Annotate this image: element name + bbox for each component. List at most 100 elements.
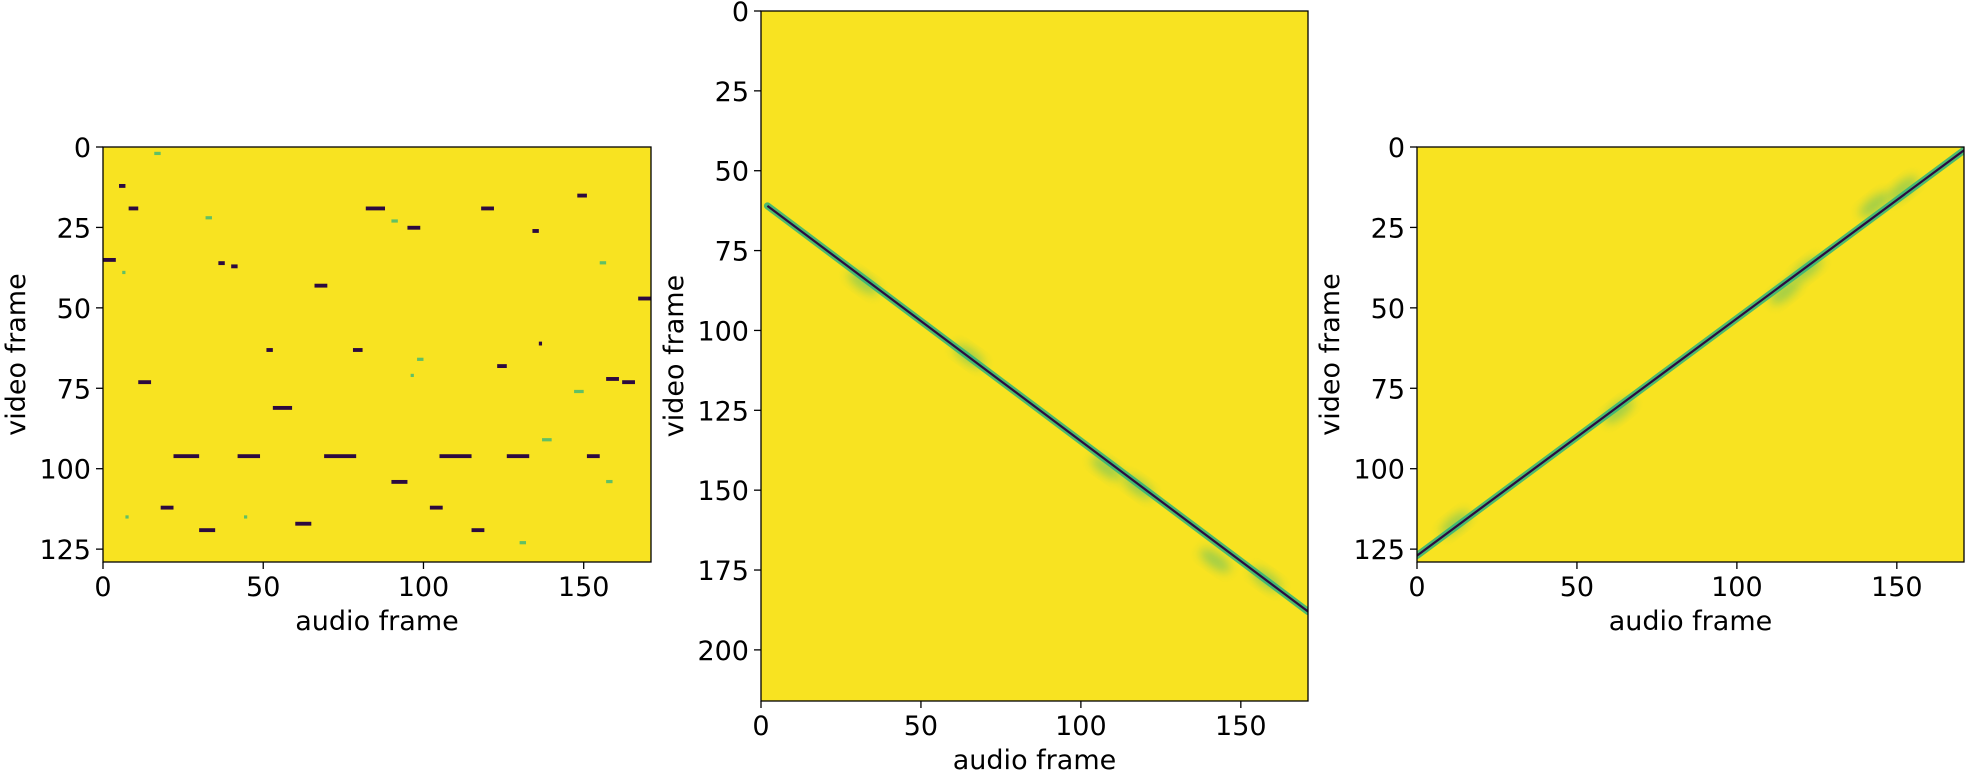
heatmap-segment <box>160 505 174 510</box>
y-tick-label: 0 <box>732 0 749 28</box>
heatmap-cells <box>1417 147 1964 560</box>
y-tick-label: 175 <box>697 556 749 587</box>
plot-frame <box>102 146 652 563</box>
x-tick-label: 100 <box>398 572 450 603</box>
heatmap-segment <box>497 364 507 369</box>
x-tick-label: 100 <box>1711 572 1763 603</box>
y-tick-label: 100 <box>1353 455 1405 486</box>
heatmap-segment <box>314 283 328 288</box>
x-tick-label: 0 <box>94 572 111 603</box>
diagonal-line <box>1417 149 1964 557</box>
heatmap-segment <box>352 348 363 352</box>
heatmap-segment <box>481 206 494 211</box>
heatmap-segment <box>231 264 238 269</box>
y-tick-label: 50 <box>1371 294 1405 325</box>
y-tick-label: 125 <box>697 396 749 427</box>
heatmap-segment <box>138 380 152 385</box>
heatmap-segment <box>125 515 129 519</box>
heatmap-segment <box>154 151 161 156</box>
x-tick-label: 150 <box>1215 711 1267 742</box>
y-axis-label: video frame <box>659 275 690 437</box>
heatmap-segment <box>519 541 527 545</box>
y-axis-label: video frame <box>1315 273 1346 435</box>
y-tick-label: 100 <box>697 316 749 347</box>
chart-panel-3: 0 50 100 150 0 25 50 75 100 125 audio frame video f… <box>1315 133 1965 637</box>
y-tick-label: 75 <box>1371 374 1405 405</box>
plot-frame <box>760 10 1309 702</box>
heatmap-segment <box>410 373 414 378</box>
heatmap-segment <box>429 505 443 510</box>
heatmap-segment <box>391 219 398 223</box>
y-tick-label: 75 <box>57 374 91 405</box>
heatmap-segment <box>218 261 225 266</box>
x-tick-label: 0 <box>1408 572 1425 603</box>
heatmap-segment <box>365 206 386 211</box>
x-axis-label: audio frame <box>1609 606 1772 637</box>
heatmap-segment <box>586 454 600 459</box>
heatmap-segment <box>574 389 584 394</box>
chart-panel-1: 0 50 100 150 0 25 50 75 100 125 audio frame video f… <box>1 133 652 637</box>
heatmap-segment <box>173 454 200 459</box>
heatmap-segment <box>122 270 126 275</box>
heatmap-segment <box>532 229 539 233</box>
diagonal-blur <box>1859 192 1890 218</box>
x-tick-label: 0 <box>752 711 769 742</box>
heatmap-cells <box>103 151 651 545</box>
y-tick-label: 50 <box>715 157 749 188</box>
diagonal-blur <box>1091 455 1122 480</box>
plot-frame <box>1416 146 1965 563</box>
y-tick-label: 25 <box>1371 213 1405 244</box>
heatmap-segment <box>577 193 587 198</box>
heatmap-segment <box>542 438 552 442</box>
heatmap-segment <box>606 377 619 381</box>
heatmap-segment <box>506 454 530 459</box>
y-axis-label: video frame <box>1 273 32 435</box>
diagonal-blur <box>1888 176 1919 202</box>
heatmap-segment <box>119 183 126 188</box>
heatmap-segment <box>199 528 216 533</box>
heatmap-segment <box>272 405 293 410</box>
y-tick-label: 150 <box>697 476 749 507</box>
y-tick-label: 50 <box>57 294 91 325</box>
heatmap-segment <box>103 257 116 262</box>
y-tick-label: 25 <box>57 213 91 244</box>
heatmap-segment <box>244 515 248 519</box>
y-tick-label: 125 <box>39 535 91 566</box>
heatmap-segment <box>471 528 485 533</box>
heatmap-segment <box>622 380 635 385</box>
x-tick-label: 150 <box>558 572 610 603</box>
heatmap-segment <box>295 521 312 526</box>
heatmap-segment <box>538 341 543 346</box>
x-tick-label: 50 <box>1560 572 1594 603</box>
y-tick-label: 25 <box>715 77 749 108</box>
y-tick-label: 100 <box>39 455 91 486</box>
heatmap-segment <box>324 454 357 459</box>
heatmap-segment <box>128 206 139 211</box>
heatmap-segment <box>266 348 273 352</box>
x-axis-label: audio frame <box>295 606 458 637</box>
x-tick-label: 150 <box>1871 572 1923 603</box>
y-tick-label: 0 <box>1388 133 1405 164</box>
y-tick-label: 0 <box>74 133 91 164</box>
heatmap-segment <box>237 454 261 459</box>
heatmap-segment <box>205 216 212 220</box>
x-tick-label: 50 <box>904 711 938 742</box>
y-tick-label: 125 <box>1353 535 1405 566</box>
heatmap-segment <box>391 479 408 484</box>
diagonal-blur <box>1770 279 1800 305</box>
heatmap-background <box>761 11 1308 701</box>
heatmap-segment <box>606 479 613 484</box>
heatmap-background <box>103 147 651 562</box>
heatmap-cells <box>763 202 1308 616</box>
diagonal-line <box>766 204 1308 613</box>
diagonal-blur <box>1199 548 1231 573</box>
y-tick-label: 75 <box>715 237 749 268</box>
heatmap-segment <box>439 454 472 459</box>
heatmap-segment <box>407 225 421 230</box>
x-tick-label: 100 <box>1055 711 1107 742</box>
x-axis-label: audio frame <box>953 745 1116 774</box>
y-tick-label: 200 <box>697 636 749 667</box>
heatmap-segment <box>599 261 607 265</box>
heatmap-segment <box>638 296 651 301</box>
